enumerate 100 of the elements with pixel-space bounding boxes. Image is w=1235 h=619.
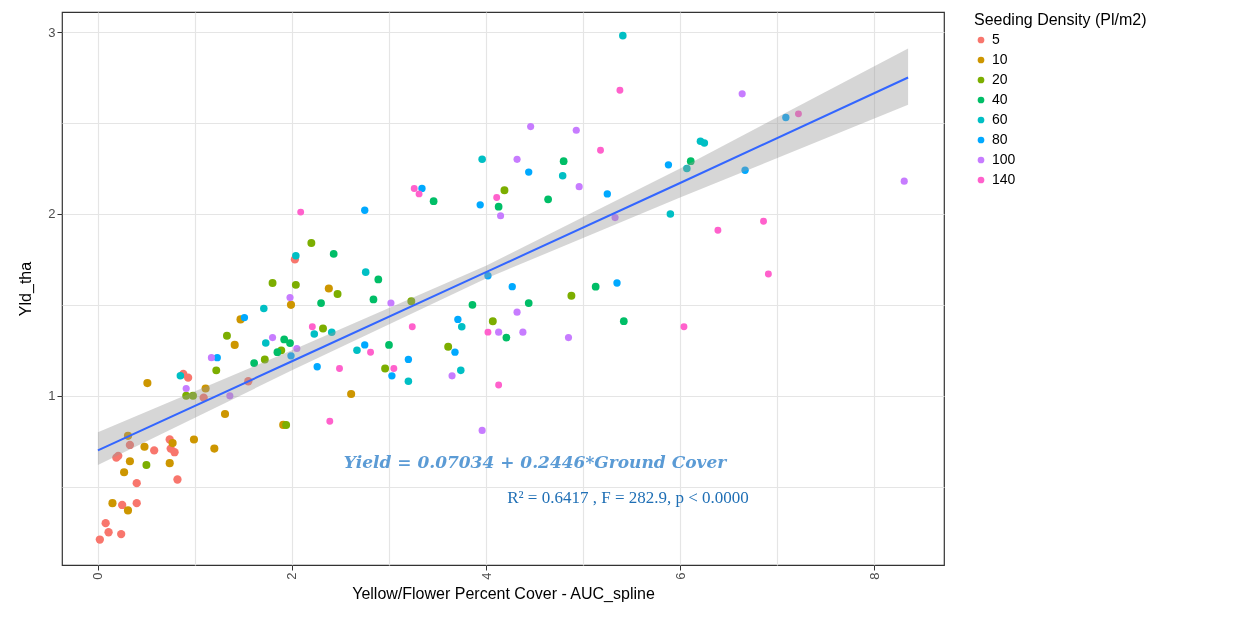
point [329, 250, 338, 258]
point [317, 299, 325, 307]
point [212, 366, 221, 375]
x-tick-label: 8 [866, 572, 882, 580]
point [544, 195, 552, 204]
point [183, 373, 193, 382]
point [123, 506, 133, 515]
point [308, 323, 316, 331]
point [619, 317, 628, 326]
point [619, 31, 627, 40]
point [261, 339, 270, 347]
point [558, 171, 567, 180]
point [686, 157, 695, 166]
point [404, 355, 413, 364]
legend-title: Seeding Density (Pl/m2) [974, 11, 1147, 28]
point [286, 294, 294, 302]
point [132, 479, 141, 488]
legend-label: 60 [992, 111, 1008, 127]
point [564, 334, 573, 342]
point [313, 363, 321, 371]
point [575, 183, 583, 191]
point [201, 384, 210, 393]
point [497, 212, 505, 220]
point [457, 322, 466, 331]
point [488, 317, 497, 326]
point [508, 283, 516, 291]
point [597, 146, 604, 154]
point [170, 448, 179, 457]
legend-label: 20 [992, 71, 1008, 87]
y-tick-label: 2 [48, 206, 56, 222]
point [760, 217, 767, 225]
point [387, 299, 395, 307]
point [230, 340, 239, 349]
legend-label: 80 [992, 131, 1008, 147]
point [444, 342, 453, 351]
point [168, 439, 177, 448]
point [189, 391, 197, 400]
point [173, 475, 182, 484]
x-tick-label: 6 [672, 572, 688, 580]
point [220, 409, 230, 419]
point [527, 123, 535, 131]
point [347, 389, 356, 399]
point [900, 177, 908, 185]
y-tick-label: 3 [48, 24, 56, 40]
point [611, 213, 619, 222]
point [182, 384, 190, 393]
point [714, 226, 722, 234]
point [478, 426, 486, 434]
point [415, 190, 423, 198]
point [513, 308, 521, 316]
point [374, 275, 383, 284]
point [603, 190, 611, 198]
point [293, 344, 301, 353]
point [165, 459, 174, 468]
point [207, 354, 215, 362]
point [319, 324, 327, 333]
point [273, 348, 282, 357]
point [493, 194, 501, 201]
point [132, 499, 141, 508]
point [794, 110, 802, 118]
point [333, 290, 342, 298]
point [292, 251, 300, 260]
point [572, 126, 580, 134]
point [189, 435, 199, 444]
point [559, 157, 568, 166]
point [613, 279, 621, 287]
point [280, 335, 289, 344]
point [240, 313, 249, 322]
point [291, 280, 300, 289]
point [664, 161, 673, 169]
point [142, 460, 151, 469]
point [468, 301, 477, 309]
point [410, 184, 418, 192]
point [361, 206, 369, 214]
x-tick-label: 4 [478, 572, 494, 580]
point [519, 328, 527, 336]
legend-label: 10 [992, 51, 1008, 67]
point [353, 346, 361, 355]
point [741, 166, 749, 174]
point [591, 282, 600, 291]
point [327, 328, 336, 336]
point [95, 535, 104, 544]
point [210, 444, 219, 453]
point [108, 499, 117, 508]
point [418, 184, 426, 193]
point [494, 202, 503, 211]
point [286, 339, 294, 347]
point [513, 155, 521, 163]
point [367, 348, 375, 356]
point [616, 86, 624, 94]
point [782, 113, 790, 122]
point [150, 446, 159, 455]
point [476, 201, 484, 209]
point [117, 529, 126, 539]
point [404, 377, 413, 386]
point [390, 365, 398, 372]
point [101, 519, 110, 528]
point [125, 440, 135, 450]
point [764, 270, 772, 278]
point [495, 328, 503, 336]
